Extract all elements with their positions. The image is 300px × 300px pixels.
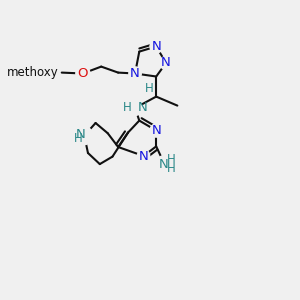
Circle shape xyxy=(128,100,142,116)
Text: N: N xyxy=(151,124,161,137)
Text: H: H xyxy=(167,162,175,176)
Text: N: N xyxy=(151,40,161,53)
Circle shape xyxy=(76,66,90,81)
Text: N: N xyxy=(137,101,147,114)
Text: N: N xyxy=(130,67,140,80)
Text: N: N xyxy=(161,56,171,70)
Circle shape xyxy=(150,124,162,137)
Text: H: H xyxy=(123,101,132,114)
Text: O: O xyxy=(78,67,88,80)
Circle shape xyxy=(76,127,93,145)
Circle shape xyxy=(156,155,173,173)
Text: N: N xyxy=(139,149,148,163)
Text: N: N xyxy=(76,128,86,141)
Text: N: N xyxy=(158,158,168,171)
Text: H: H xyxy=(145,82,154,95)
Circle shape xyxy=(150,40,162,53)
Text: H: H xyxy=(167,153,175,167)
Text: methoxy: methoxy xyxy=(7,66,59,79)
Circle shape xyxy=(160,56,172,70)
Text: H: H xyxy=(74,132,83,145)
Circle shape xyxy=(129,67,141,80)
Circle shape xyxy=(137,149,150,163)
